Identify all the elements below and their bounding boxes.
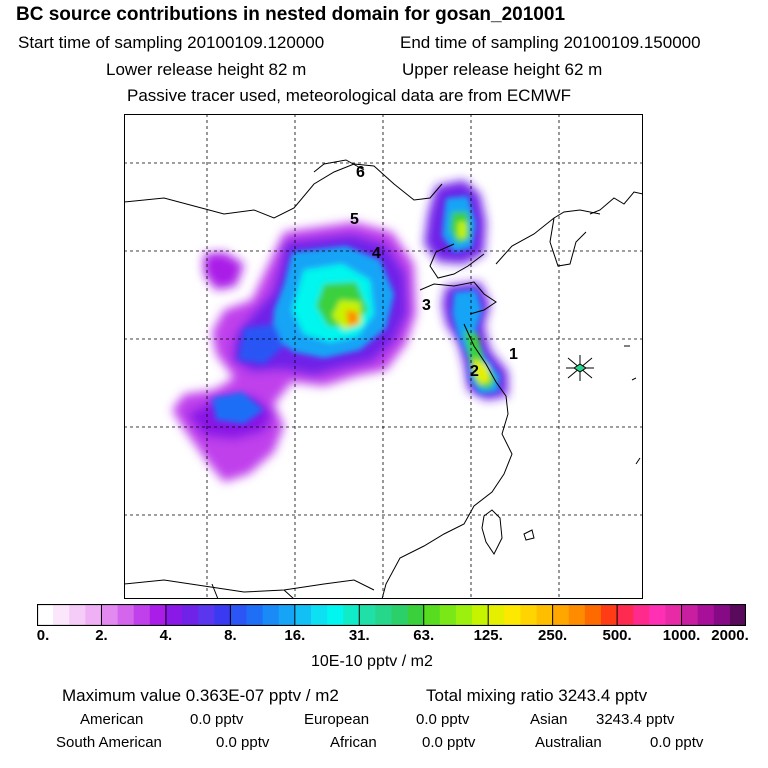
european-value: 0.0 pptv <box>416 711 470 728</box>
colorbar-cell <box>472 604 489 626</box>
colorbar-cell <box>423 604 441 626</box>
maximum-value: Maximum value 0.363E-07 pptv / m2 <box>62 686 339 705</box>
colorbar-cell <box>520 604 538 626</box>
receptor-star-icon <box>566 355 594 381</box>
colorbar-cell <box>375 604 393 626</box>
african-value: 0.0 pptv <box>422 734 476 751</box>
colorbar-cell <box>214 604 231 626</box>
colorbar-cell <box>69 604 86 626</box>
colorbar-cell <box>617 604 634 626</box>
colorbar-cell <box>552 604 570 626</box>
colorbar-tick-label: 1000. <box>662 627 701 644</box>
asian-value: 3243.4 pptv <box>596 711 675 728</box>
time-marker-2: 2 <box>470 363 479 380</box>
colorbar-cell <box>439 604 457 626</box>
south-american-value: 0.0 pptv <box>216 734 270 751</box>
colorbar-tick-label: 0. <box>36 627 50 644</box>
colorbar-cell <box>165 604 183 626</box>
map-frame <box>124 114 643 599</box>
colorbar-cell <box>310 604 328 626</box>
colorbar-cell <box>665 604 683 626</box>
colorbar-cell <box>101 604 119 626</box>
time-marker-5: 5 <box>350 211 359 228</box>
time-marker-4: 4 <box>372 245 381 262</box>
colorbar-cell <box>327 604 344 626</box>
asian-label: Asian <box>530 711 568 728</box>
colorbar-tick-label: 500. <box>602 627 632 644</box>
colorbar-tick-label: 31. <box>348 627 370 644</box>
colorbar-cell <box>729 604 746 626</box>
colorbar <box>37 604 746 626</box>
start-time: Start time of sampling 20100109.120000 <box>18 33 325 52</box>
colorbar-cell <box>713 604 731 626</box>
time-marker-6: 6 <box>356 164 365 181</box>
concentration-map: 1 2 3 4 5 6 <box>124 114 643 599</box>
colorbar-cell <box>149 604 167 626</box>
colorbar-cell <box>133 604 151 626</box>
colorbar-cell <box>649 604 667 626</box>
colorbar-tick-label: 63. <box>413 627 435 644</box>
colorbar-cell <box>600 604 618 626</box>
colorbar-tick-label: 125. <box>473 627 503 644</box>
colorbar-cell <box>633 604 650 626</box>
upper-release-height: Upper release height 62 m <box>402 60 603 79</box>
end-time: End time of sampling 20100109.150000 <box>400 33 701 52</box>
colorbar-cell <box>85 604 103 626</box>
colorbar-cell <box>246 604 264 626</box>
european-label: European <box>304 711 370 728</box>
colorbar-cell <box>37 604 54 626</box>
american-label: American <box>80 711 144 728</box>
colorbar-cell <box>53 604 70 626</box>
colorbar-cell <box>488 604 505 626</box>
colorbar-cell <box>230 604 248 626</box>
colorbar-cell <box>343 604 360 626</box>
colorbar-cell <box>198 604 215 626</box>
colorbar-cell <box>294 604 312 626</box>
coastlines <box>124 159 643 599</box>
graticule <box>124 114 643 599</box>
colorbar-cell <box>681 604 699 626</box>
colorbar-cell <box>182 604 199 626</box>
total-mixing-ratio: Total mixing ratio 3243.4 pptv <box>426 686 648 705</box>
colorbar-cell <box>584 604 602 626</box>
colorbar-tick-label: 8. <box>224 627 237 644</box>
time-marker-1: 1 <box>509 346 518 363</box>
colorbar-tick-label: 2000. <box>711 627 749 644</box>
colorbar-cell <box>568 604 586 626</box>
african-label: African <box>330 734 377 751</box>
colorbar-cell <box>697 604 715 626</box>
time-marker-3: 3 <box>422 297 431 314</box>
colorbar-cell <box>504 604 522 626</box>
colorbar-cell <box>391 604 409 626</box>
colorbar-cell <box>117 604 135 626</box>
tracer-note: Passive tracer used, meteorological data… <box>127 86 572 105</box>
colorbar-tick-label: 4. <box>159 627 173 644</box>
lower-release-height: Lower release height 82 m <box>106 60 307 79</box>
colorbar-cell <box>262 604 280 626</box>
colorbar-cell <box>536 604 554 626</box>
colorbar-cell <box>407 604 425 626</box>
colorbar-tick-label: 250. <box>538 627 568 644</box>
colorbar-cell <box>278 604 296 626</box>
colorbar-cell <box>359 604 376 626</box>
colorbar-tick-label: 16. <box>284 627 306 644</box>
colorbar-cell <box>455 604 473 626</box>
colorbar-tick-label: 2. <box>95 627 108 644</box>
colorbar-unit: 10E-10 pptv / m2 <box>311 653 433 670</box>
australian-label: Australian <box>535 734 602 751</box>
american-value: 0.0 pptv <box>190 711 244 728</box>
south-american-label: South American <box>56 734 162 751</box>
chart-title: BC source contributions in nested domain… <box>16 4 566 25</box>
australian-value: 0.0 pptv <box>650 734 704 751</box>
